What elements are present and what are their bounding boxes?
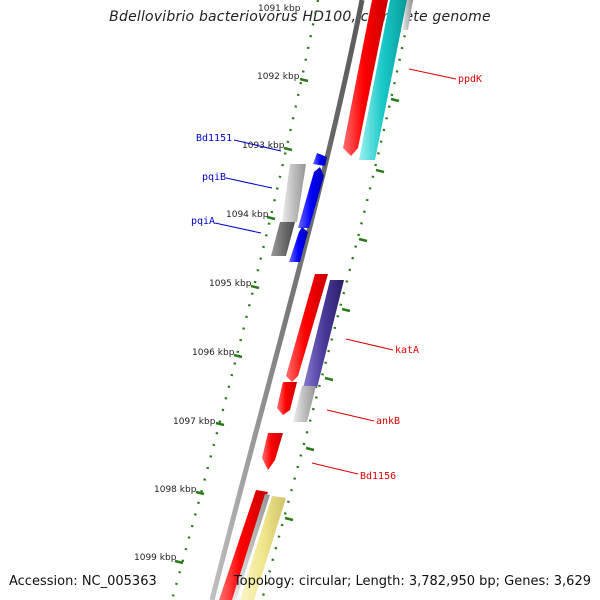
scale-tick bbox=[215, 421, 225, 427]
genome-backbone bbox=[209, 0, 365, 600]
tick-label: 1098 kbp bbox=[154, 485, 197, 495]
gene-label-ankB: ankB bbox=[376, 416, 400, 427]
genome-summary-text: Topology: circular; Length: 3,782,950 bp… bbox=[233, 574, 591, 589]
accession-text: Accession: NC_005363 bbox=[9, 574, 157, 589]
gene-arrow-pqiA bbox=[289, 227, 308, 262]
gene-arrow bbox=[232, 494, 270, 600]
gene-arrow-Bd1151 bbox=[313, 153, 327, 166]
gene-arrow-ppdK bbox=[359, 0, 407, 160]
tick-label: 1096 kbp bbox=[192, 348, 235, 358]
gene-arrow-ankB bbox=[293, 386, 316, 422]
gene-arrow bbox=[219, 490, 268, 600]
tick-label: 1094 kbp bbox=[226, 210, 269, 220]
tick-label: 1091 kbp bbox=[258, 4, 301, 14]
gene-arrow bbox=[282, 164, 306, 222]
tick-label: 1099 kbp bbox=[134, 553, 177, 563]
gene-arrow bbox=[240, 496, 286, 600]
gene-label-Bd1151: Bd1151 bbox=[196, 133, 232, 144]
scale-tick-labels: 1091 kbp 1092 kbp 1093 kbp 1094 kbp 1095… bbox=[134, 4, 301, 563]
scale-tick bbox=[324, 376, 334, 382]
gene-arrow bbox=[343, 0, 388, 156]
tick-label: 1093 kbp bbox=[242, 141, 285, 151]
gene-arrow-Bd1156 bbox=[262, 433, 283, 470]
gene-arrow bbox=[277, 382, 297, 415]
scale-tick bbox=[283, 146, 293, 152]
cds-features bbox=[219, 0, 413, 600]
leader-line bbox=[326, 409, 375, 422]
gene-label-pqiA: pqiA bbox=[191, 216, 215, 227]
leader-line bbox=[408, 68, 457, 80]
gene-arrow-katA bbox=[303, 280, 344, 388]
scale-tick bbox=[358, 237, 368, 243]
scale-tick bbox=[195, 490, 205, 496]
tick-label: 1092 kbp bbox=[257, 72, 300, 82]
scale-tick bbox=[174, 559, 184, 565]
leader-line bbox=[225, 177, 273, 189]
scale-tick bbox=[266, 215, 276, 221]
gene-label-ppdK: ppdK bbox=[458, 74, 482, 85]
gene-arrow bbox=[402, 0, 413, 30]
tick-label: 1095 kbp bbox=[209, 279, 252, 289]
leader-line bbox=[214, 222, 262, 234]
scale-tick bbox=[284, 516, 294, 522]
gene-label-katA: katA bbox=[395, 345, 419, 356]
leader-line bbox=[233, 139, 282, 152]
scale-tick bbox=[375, 168, 385, 174]
gene-labels: ppdK Bd1151 pqiB pqiA katA ankB Bd1156 bbox=[191, 74, 482, 482]
gene-arrow bbox=[271, 222, 295, 256]
scale-track-right bbox=[260, 0, 414, 600]
scale-tick bbox=[233, 353, 243, 359]
scale-tick bbox=[250, 284, 260, 290]
scale-tick bbox=[390, 97, 400, 103]
gene-label-Bd1156: Bd1156 bbox=[360, 471, 396, 482]
gene-arrow bbox=[286, 274, 328, 382]
leader-line bbox=[345, 338, 394, 351]
label-leaders bbox=[214, 68, 457, 475]
leader-line bbox=[311, 462, 359, 475]
gene-arrow-pqiB bbox=[298, 167, 324, 228]
scale-track-left bbox=[170, 0, 320, 600]
scale-tick bbox=[305, 446, 315, 452]
scale-tick bbox=[341, 307, 351, 313]
scale-tick bbox=[299, 77, 309, 83]
gene-label-pqiB: pqiB bbox=[202, 172, 226, 183]
tick-label: 1097 kbp bbox=[173, 417, 216, 427]
